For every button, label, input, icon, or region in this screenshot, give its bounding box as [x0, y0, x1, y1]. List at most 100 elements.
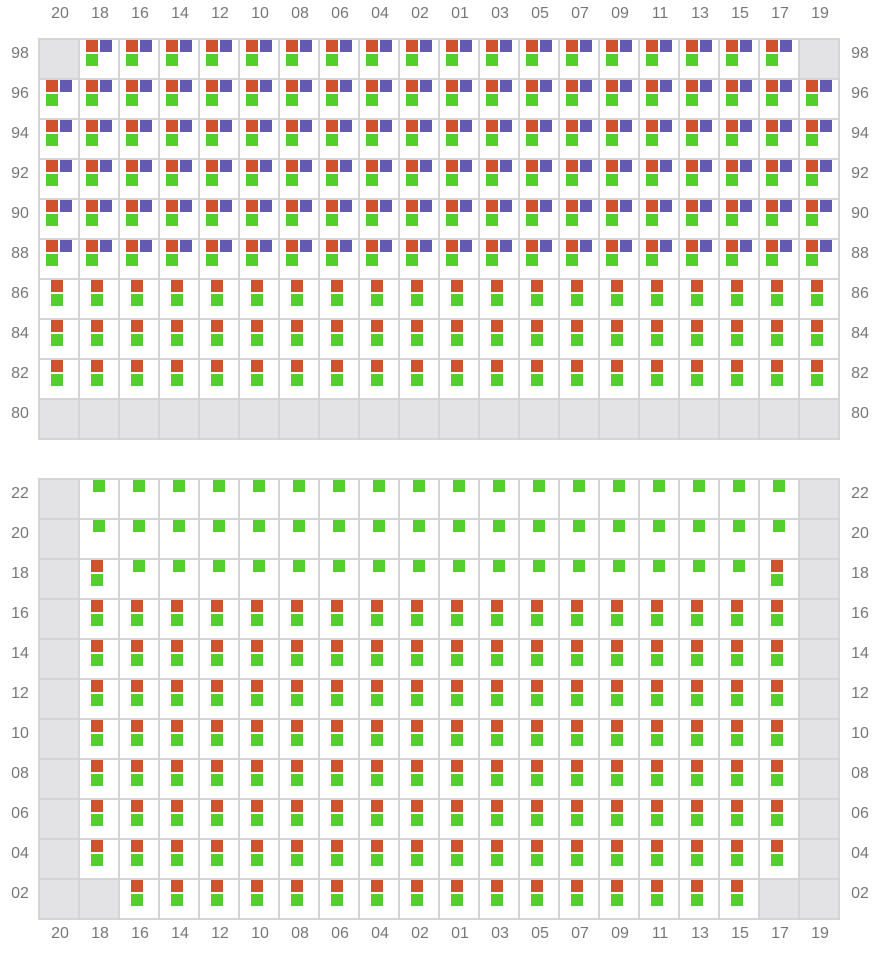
cell-94-03[interactable] — [480, 120, 518, 158]
cell-88-09[interactable] — [600, 240, 638, 278]
cell-94-16[interactable] — [120, 120, 158, 158]
cell-98-16[interactable] — [120, 40, 158, 78]
cell-98-06[interactable] — [320, 40, 358, 78]
cell-84-19[interactable] — [800, 320, 838, 358]
cell-20-01[interactable] — [440, 520, 478, 558]
cell-18-11[interactable] — [640, 560, 678, 598]
cell-10-15[interactable] — [720, 720, 758, 758]
cell-84-06[interactable] — [320, 320, 358, 358]
cell-04-02[interactable] — [400, 840, 438, 878]
cell-82-18[interactable] — [80, 360, 118, 398]
cell-02-11[interactable] — [640, 880, 678, 918]
cell-22-13[interactable] — [680, 480, 718, 518]
cell-08-07[interactable] — [560, 760, 598, 798]
cell-22-15[interactable] — [720, 480, 758, 518]
cell-22-16[interactable] — [120, 480, 158, 518]
cell-88-06[interactable] — [320, 240, 358, 278]
cell-22-17[interactable] — [760, 480, 798, 518]
cell-88-20[interactable] — [40, 240, 78, 278]
cell-86-14[interactable] — [160, 280, 198, 318]
cell-84-12[interactable] — [200, 320, 238, 358]
cell-22-12[interactable] — [200, 480, 238, 518]
cell-12-11[interactable] — [640, 680, 678, 718]
cell-12-09[interactable] — [600, 680, 638, 718]
cell-14-18[interactable] — [80, 640, 118, 678]
cell-96-20[interactable] — [40, 80, 78, 118]
cell-92-13[interactable] — [680, 160, 718, 198]
cell-16-17[interactable] — [760, 600, 798, 638]
cell-02-04[interactable] — [360, 880, 398, 918]
cell-14-05[interactable] — [520, 640, 558, 678]
cell-86-01[interactable] — [440, 280, 478, 318]
cell-10-07[interactable] — [560, 720, 598, 758]
cell-86-08[interactable] — [280, 280, 318, 318]
cell-98-17[interactable] — [760, 40, 798, 78]
cell-06-15[interactable] — [720, 800, 758, 838]
cell-86-05[interactable] — [520, 280, 558, 318]
cell-04-01[interactable] — [440, 840, 478, 878]
cell-12-14[interactable] — [160, 680, 198, 718]
cell-04-08[interactable] — [280, 840, 318, 878]
cell-22-07[interactable] — [560, 480, 598, 518]
cell-12-04[interactable] — [360, 680, 398, 718]
cell-16-04[interactable] — [360, 600, 398, 638]
cell-08-08[interactable] — [280, 760, 318, 798]
cell-90-03[interactable] — [480, 200, 518, 238]
cell-14-06[interactable] — [320, 640, 358, 678]
cell-02-03[interactable] — [480, 880, 518, 918]
cell-18-03[interactable] — [480, 560, 518, 598]
cell-88-13[interactable] — [680, 240, 718, 278]
cell-04-15[interactable] — [720, 840, 758, 878]
cell-94-12[interactable] — [200, 120, 238, 158]
cell-96-03[interactable] — [480, 80, 518, 118]
cell-12-06[interactable] — [320, 680, 358, 718]
cell-16-01[interactable] — [440, 600, 478, 638]
cell-94-04[interactable] — [360, 120, 398, 158]
cell-10-10[interactable] — [240, 720, 278, 758]
cell-94-01[interactable] — [440, 120, 478, 158]
cell-86-09[interactable] — [600, 280, 638, 318]
cell-92-04[interactable] — [360, 160, 398, 198]
cell-96-11[interactable] — [640, 80, 678, 118]
cell-88-10[interactable] — [240, 240, 278, 278]
cell-06-16[interactable] — [120, 800, 158, 838]
cell-08-03[interactable] — [480, 760, 518, 798]
cell-96-06[interactable] — [320, 80, 358, 118]
cell-16-02[interactable] — [400, 600, 438, 638]
cell-06-04[interactable] — [360, 800, 398, 838]
cell-84-09[interactable] — [600, 320, 638, 358]
cell-14-17[interactable] — [760, 640, 798, 678]
cell-98-10[interactable] — [240, 40, 278, 78]
cell-94-17[interactable] — [760, 120, 798, 158]
cell-84-04[interactable] — [360, 320, 398, 358]
cell-84-14[interactable] — [160, 320, 198, 358]
cell-16-09[interactable] — [600, 600, 638, 638]
cell-82-06[interactable] — [320, 360, 358, 398]
cell-14-15[interactable] — [720, 640, 758, 678]
cell-94-06[interactable] — [320, 120, 358, 158]
cell-88-14[interactable] — [160, 240, 198, 278]
cell-16-15[interactable] — [720, 600, 758, 638]
cell-94-11[interactable] — [640, 120, 678, 158]
cell-08-15[interactable] — [720, 760, 758, 798]
cell-90-11[interactable] — [640, 200, 678, 238]
cell-04-17[interactable] — [760, 840, 798, 878]
cell-08-11[interactable] — [640, 760, 678, 798]
cell-16-08[interactable] — [280, 600, 318, 638]
cell-14-08[interactable] — [280, 640, 318, 678]
cell-16-03[interactable] — [480, 600, 518, 638]
cell-06-07[interactable] — [560, 800, 598, 838]
cell-88-15[interactable] — [720, 240, 758, 278]
cell-18-16[interactable] — [120, 560, 158, 598]
cell-22-05[interactable] — [520, 480, 558, 518]
cell-90-07[interactable] — [560, 200, 598, 238]
cell-92-01[interactable] — [440, 160, 478, 198]
cell-94-02[interactable] — [400, 120, 438, 158]
cell-90-15[interactable] — [720, 200, 758, 238]
cell-96-02[interactable] — [400, 80, 438, 118]
cell-18-06[interactable] — [320, 560, 358, 598]
cell-10-01[interactable] — [440, 720, 478, 758]
cell-08-02[interactable] — [400, 760, 438, 798]
cell-12-07[interactable] — [560, 680, 598, 718]
cell-10-05[interactable] — [520, 720, 558, 758]
